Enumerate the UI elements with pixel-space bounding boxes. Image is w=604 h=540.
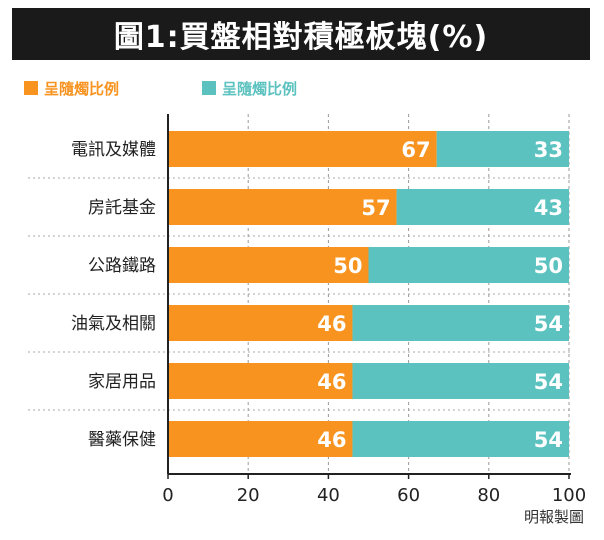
data-label-1-4: 54 <box>534 370 563 394</box>
bar-1-5 <box>352 421 569 457</box>
bar-1-4 <box>352 363 569 399</box>
bar-1-0 <box>436 131 569 167</box>
bar-1-3 <box>352 305 569 341</box>
x-tick-label-5: 100 <box>552 485 586 506</box>
data-label-0-2: 50 <box>333 254 362 278</box>
data-label-1-0: 33 <box>534 138 563 162</box>
legend-label-0: 呈隨燭比例 <box>44 80 119 98</box>
data-label-1-5: 54 <box>534 428 563 452</box>
data-label-0-0: 67 <box>401 138 430 162</box>
category-label-5: 醫藥保健 <box>88 430 156 450</box>
credit-label: 明報製圖 <box>523 508 584 526</box>
data-label-1-3: 54 <box>534 312 563 336</box>
data-label-0-1: 57 <box>361 196 390 220</box>
bar-1-1 <box>396 189 569 225</box>
x-tick-label-2: 40 <box>317 485 340 506</box>
bar-0-1 <box>168 189 397 225</box>
data-label-0-4: 46 <box>317 370 346 394</box>
bar-1-2 <box>368 247 569 283</box>
legend-swatch-0 <box>24 81 38 95</box>
bar-0-2 <box>168 247 369 283</box>
data-label-1-1: 43 <box>534 196 563 220</box>
data-label-1-2: 50 <box>534 254 563 278</box>
category-label-4: 家居用品 <box>88 372 156 392</box>
bar-0-4 <box>168 363 353 399</box>
data-label-0-3: 46 <box>317 312 346 336</box>
category-label-3: 油氣及相關 <box>71 314 156 334</box>
bar-0-0 <box>168 131 437 167</box>
x-tick-label-4: 80 <box>477 485 500 506</box>
x-tick-label-3: 60 <box>397 485 420 506</box>
bar-0-5 <box>168 421 353 457</box>
category-label-1: 房託基金 <box>88 198 156 218</box>
data-label-0-5: 46 <box>317 428 346 452</box>
legend-label-1: 呈隨燭比例 <box>222 80 297 98</box>
category-label-2: 公路鐵路 <box>88 256 156 276</box>
legend-swatch-1 <box>202 81 216 95</box>
bar-0-3 <box>168 305 353 341</box>
category-label-0: 電訊及媒體 <box>71 140 156 160</box>
x-tick-label-1: 20 <box>237 485 260 506</box>
x-tick-label-0: 0 <box>162 485 173 506</box>
chart-title: 圖1:買盤相對積極板塊(%) <box>12 8 590 60</box>
